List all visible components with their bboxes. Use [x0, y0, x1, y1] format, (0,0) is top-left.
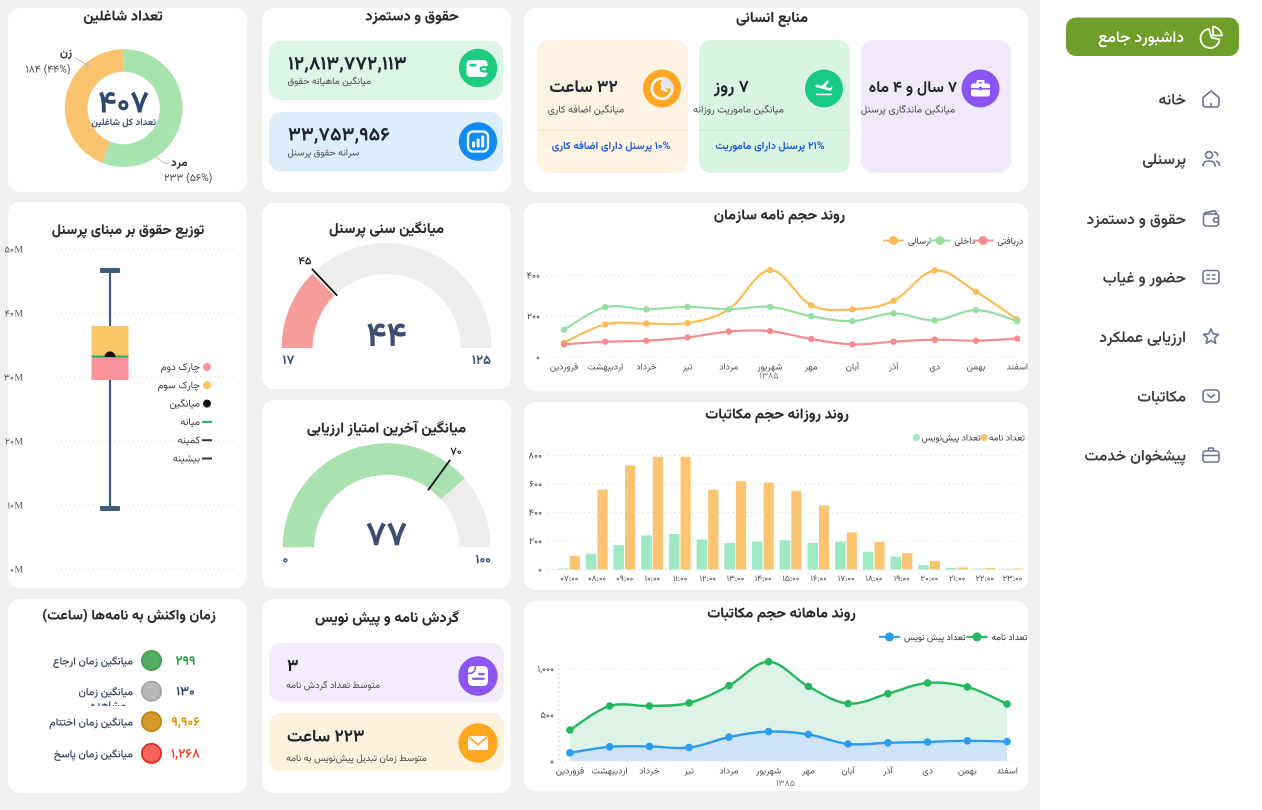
svg-text:M: M — [15, 373, 24, 383]
svg-text:M: M — [15, 501, 24, 511]
svg-text:M: M — [15, 437, 24, 447]
svg-text:M: M — [15, 565, 24, 575]
svg-text:M: M — [15, 245, 24, 255]
svg-text:M: M — [15, 309, 24, 319]
